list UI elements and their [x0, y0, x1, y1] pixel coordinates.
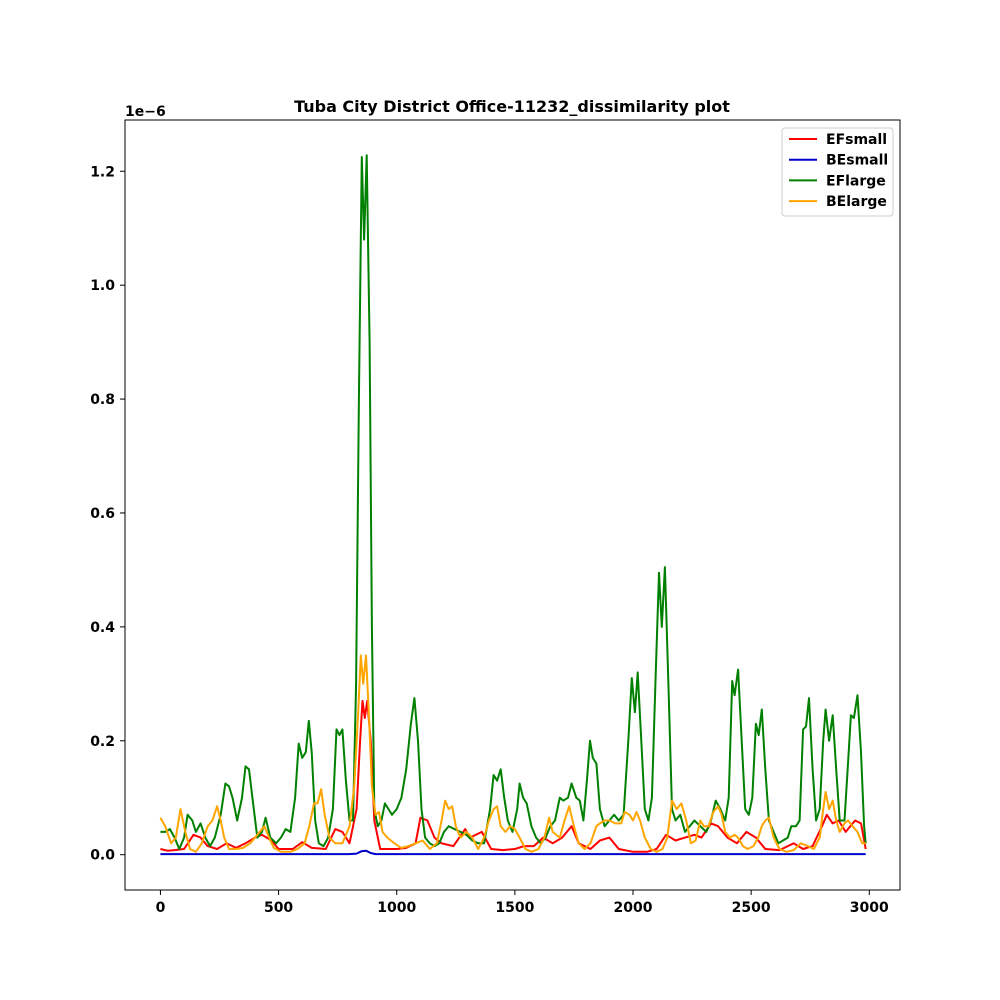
y-tick-label: 0.6 [90, 506, 115, 522]
y-tick-label: 1.0 [90, 278, 115, 294]
series-line-efsmall [160, 699, 867, 853]
legend-label-besmall: BEsmall [826, 153, 888, 169]
y-tick-label: 0.0 [90, 848, 115, 864]
series-line-besmall [160, 849, 866, 856]
y-tick-label: 0.8 [90, 392, 115, 408]
legend-label-eflarge: EFlarge [826, 173, 886, 189]
y-tick-label: 0.2 [90, 734, 115, 750]
x-tick-label: 3000 [850, 900, 889, 916]
x-tick-label: 2000 [614, 900, 653, 916]
plot-frame [124, 119, 901, 891]
y-offset-label: 1e−6 [125, 104, 166, 120]
x-tick-label: 1000 [377, 900, 416, 916]
series-layer [159, 154, 867, 856]
legend: EFsmall BEsmall EFlarge BElarge [781, 127, 894, 217]
legend-label-belarge: BElarge [826, 194, 887, 210]
x-tick-label: 0 [156, 900, 166, 916]
legend-label-efsmall: EFsmall [826, 132, 887, 148]
y-axis: 0.0 0.2 0.4 0.6 0.8 1.0 1.2 [90, 164, 125, 864]
chart-title: Tuba City District Office-11232_dissimil… [294, 97, 730, 116]
series-line-eflarge [160, 154, 867, 850]
x-tick-label: 1500 [495, 900, 534, 916]
x-tick-label: 2500 [732, 900, 771, 916]
x-axis: 0 500 1000 1500 2000 2500 3000 [156, 890, 889, 916]
series-line-belarge [159, 654, 866, 853]
y-tick-label: 1.2 [90, 164, 115, 180]
legend-box [781, 127, 894, 217]
y-tick-label: 0.4 [90, 620, 115, 636]
x-tick-label: 500 [264, 900, 293, 916]
